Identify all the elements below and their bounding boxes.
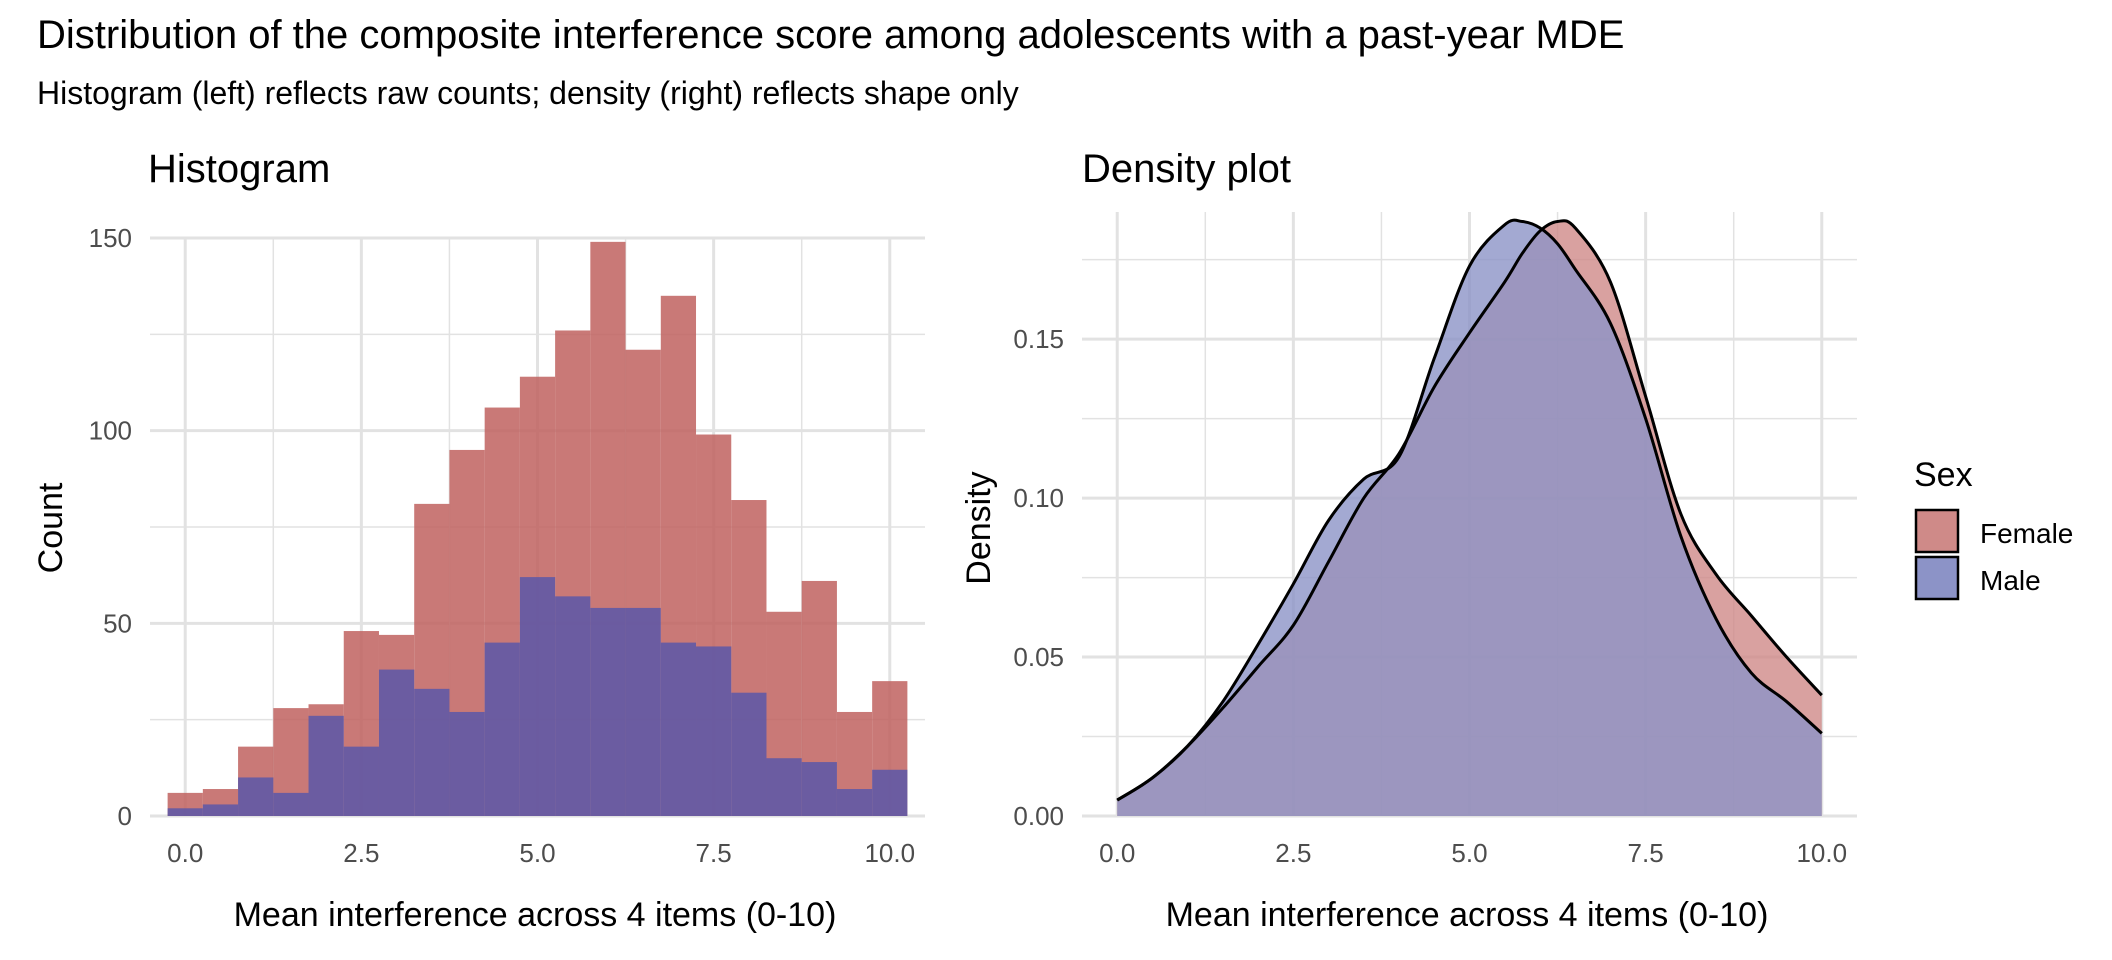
- histogram-y-axis-label: Count: [32, 482, 70, 573]
- density-title: Density plot: [1082, 147, 1291, 191]
- histogram-bar-male: [167, 808, 203, 816]
- x-tick-label: 7.5: [1628, 838, 1664, 868]
- histogram-bar-male: [801, 762, 837, 816]
- legend: Sex Female Male: [1914, 456, 2073, 601]
- x-tick-label: 2.5: [1275, 838, 1311, 868]
- legend-key-male: [1914, 555, 1960, 601]
- x-tick-label: 0.0: [167, 838, 203, 868]
- x-tick-label: 0.0: [1099, 838, 1135, 868]
- x-tick-label: 10.0: [864, 838, 915, 868]
- histogram-bar-male: [555, 596, 591, 816]
- histogram-bar-male: [273, 792, 309, 816]
- histogram-bar-male: [202, 804, 239, 816]
- x-tick-label: 10.0: [1796, 838, 1847, 868]
- histogram-bar-male: [343, 746, 379, 816]
- density-line-female: [1116, 219, 1823, 802]
- legend-label-female: Female: [1980, 518, 2073, 549]
- legend-key-female: [1914, 508, 1960, 554]
- legend-label-male: Male: [1980, 565, 2041, 596]
- y-tick-label: 0: [118, 801, 132, 831]
- density-panel: Density plot 0.00 0.05 0.10 0.15 0.0 2.5 5.0 7.…: [960, 147, 1857, 934]
- histogram-bar-male: [414, 688, 450, 816]
- histogram-bar-male: [731, 692, 767, 816]
- histogram-bar-male: [660, 642, 697, 816]
- y-tick-label: 0.10: [1013, 483, 1064, 513]
- figure-title: Distribution of the composite interferen…: [37, 13, 1624, 57]
- density-area-male: [1117, 220, 1822, 816]
- histogram-bar-male: [308, 715, 344, 816]
- density-y-axis-label: Density: [960, 471, 998, 584]
- histogram-bar-male: [872, 769, 908, 816]
- x-tick-label: 7.5: [696, 838, 732, 868]
- density-line-male: [1116, 218, 1823, 802]
- density-x-axis-label: Mean interference across 4 items (0-10): [1166, 896, 1769, 934]
- histogram-title: Histogram: [148, 147, 330, 191]
- y-tick-label: 50: [103, 608, 132, 638]
- y-tick-label: 0.15: [1013, 324, 1064, 354]
- x-tick-label: 5.0: [519, 838, 555, 868]
- histogram-panel: Histogram 0 50 100 150 0.0 2.5 5.0 7.5 10.0 Mean…: [32, 147, 925, 934]
- histogram-bar-male: [238, 777, 274, 816]
- histogram-bar-male: [378, 669, 415, 816]
- histogram-bar-male: [766, 758, 802, 816]
- y-tick-label: 0.05: [1013, 642, 1064, 672]
- histogram-bar-male: [625, 607, 661, 816]
- legend-title: Sex: [1914, 456, 1973, 494]
- histogram-bar-male: [696, 646, 732, 816]
- histogram-bar-male: [484, 642, 520, 816]
- x-tick-label: 2.5: [343, 838, 379, 868]
- y-tick-label: 100: [89, 416, 132, 446]
- histogram-bar-male: [836, 789, 873, 816]
- histogram-bar-male: [449, 711, 485, 816]
- histogram-bar-male: [590, 607, 626, 816]
- y-tick-label: 150: [89, 223, 132, 253]
- figure-subtitle: Histogram (left) reflects raw counts; de…: [37, 75, 1019, 111]
- histogram-bar-male: [519, 577, 556, 816]
- y-tick-label: 0.00: [1013, 801, 1064, 831]
- x-tick-label: 5.0: [1451, 838, 1487, 868]
- histogram-x-axis-label: Mean interference across 4 items (0-10): [234, 896, 837, 934]
